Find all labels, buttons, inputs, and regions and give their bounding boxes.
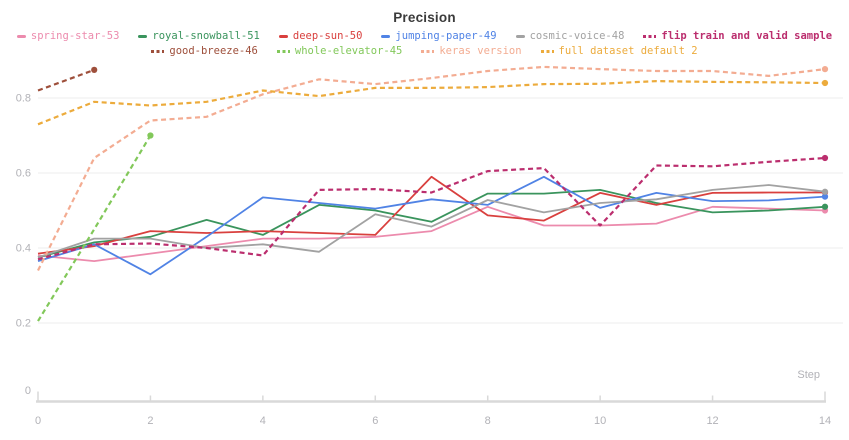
chart-legend: spring-star-53 royal-snowball-51 deep-sun-… bbox=[0, 29, 849, 59]
x-tick-label-0: 0 bbox=[35, 415, 41, 427]
series-endpoint-good-breeze-46[interactable] bbox=[91, 66, 98, 73]
series-line-keras-version[interactable] bbox=[37, 65, 826, 271]
series-line-full-dataset-default-2[interactable] bbox=[37, 79, 826, 126]
legend-label: keras version bbox=[439, 45, 522, 57]
y-tick-label-0.2: 0.2 bbox=[16, 318, 31, 330]
y-tick-label-0.8: 0.8 bbox=[16, 93, 31, 105]
x-tick-label-4: 4 bbox=[260, 415, 266, 427]
y-tick-label-0: 0 bbox=[25, 385, 31, 397]
series-endpoint-flip-train-and-valid-sample[interactable] bbox=[821, 154, 829, 162]
legend-swatch-solid-icon bbox=[515, 34, 525, 38]
legend-label: spring-star-53 bbox=[30, 30, 120, 42]
series-line-cosmic-voice-48[interactable] bbox=[37, 184, 826, 259]
legend-label: cosmic-voice-48 bbox=[529, 30, 625, 42]
legend-swatch-dashed-icon bbox=[421, 49, 435, 53]
legend-item-spring-star-53[interactable]: spring-star-53 bbox=[16, 29, 120, 43]
chart-title: Precision bbox=[393, 10, 456, 25]
x-tick-label-2: 2 bbox=[147, 415, 153, 427]
legend-item-whole-elevator-45[interactable]: whole-elevator-45 bbox=[276, 44, 403, 58]
legend-label: full dataset default 2 bbox=[558, 45, 698, 57]
legend-item-flip-train-and-valid-sample[interactable]: flip train and valid sample bbox=[643, 29, 832, 43]
legend-swatch-solid-icon bbox=[278, 34, 288, 38]
series-endpoint-cosmic-voice-48[interactable] bbox=[821, 188, 829, 195]
series-line-flip-train-and-valid-sample[interactable] bbox=[37, 156, 826, 261]
legend-label: deep-sun-50 bbox=[292, 30, 363, 42]
series-line-spring-star-53[interactable] bbox=[37, 205, 826, 263]
legend-label: whole-elevator-45 bbox=[294, 45, 403, 57]
legend-row-2: good-breeze-46 whole-elevator-45 keras ver… bbox=[0, 44, 849, 58]
series-line-whole-elevator-45[interactable] bbox=[37, 134, 152, 322]
x-tick-label-12: 12 bbox=[706, 415, 718, 427]
series-endpoint-whole-elevator-45[interactable] bbox=[147, 132, 154, 139]
legend-label: royal-snowball-51 bbox=[152, 30, 260, 42]
series-line-good-breeze-46[interactable] bbox=[37, 68, 95, 92]
legend-swatch-solid-icon bbox=[16, 34, 26, 38]
x-tick-label-8: 8 bbox=[485, 415, 491, 427]
x-tick-label-6: 6 bbox=[372, 415, 378, 427]
legend-row-1: spring-star-53 royal-snowball-51 deep-sun-… bbox=[0, 29, 849, 43]
legend-swatch-solid-icon bbox=[138, 34, 148, 38]
legend-label: good-breeze-46 bbox=[169, 45, 258, 57]
series-endpoint-full-dataset-default-2[interactable] bbox=[821, 79, 829, 87]
y-tick-label-0.4: 0.4 bbox=[16, 243, 31, 255]
legend-item-deep-sun-50[interactable]: deep-sun-50 bbox=[278, 29, 363, 43]
legend-item-royal-snowball-51[interactable]: royal-snowball-51 bbox=[138, 29, 260, 43]
series-endpoint-keras-version[interactable] bbox=[821, 66, 829, 73]
x-tick-label-10: 10 bbox=[594, 415, 606, 427]
y-tick-label-0.6: 0.6 bbox=[16, 168, 31, 180]
series-endpoint-royal-snowball-51[interactable] bbox=[821, 203, 829, 210]
legend-item-keras-version[interactable]: keras version bbox=[421, 44, 522, 58]
legend-item-jumping-paper-49[interactable]: jumping-paper-49 bbox=[381, 29, 497, 43]
legend-label: flip train and valid sample bbox=[661, 30, 833, 42]
series-line-jumping-paper-49[interactable] bbox=[37, 175, 826, 276]
legend-swatch-solid-icon bbox=[381, 34, 391, 38]
legend-item-full-dataset-default-2[interactable]: full dataset default 2 bbox=[540, 44, 698, 58]
x-axis-label: Step bbox=[797, 369, 820, 381]
legend-swatch-dashed-icon bbox=[151, 49, 165, 53]
legend-label: jumping-paper-49 bbox=[395, 30, 497, 42]
legend-item-cosmic-voice-48[interactable]: cosmic-voice-48 bbox=[515, 29, 625, 43]
x-tick-label-14: 14 bbox=[819, 415, 831, 427]
series-line-deep-sun-50[interactable] bbox=[37, 175, 825, 255]
legend-swatch-dashed-icon bbox=[643, 34, 657, 38]
legend-swatch-dashed-icon bbox=[540, 49, 554, 53]
legend-swatch-dashed-icon bbox=[276, 49, 290, 53]
legend-item-good-breeze-46[interactable]: good-breeze-46 bbox=[151, 44, 258, 58]
series-endpoint-jumping-paper-49[interactable] bbox=[821, 193, 829, 200]
